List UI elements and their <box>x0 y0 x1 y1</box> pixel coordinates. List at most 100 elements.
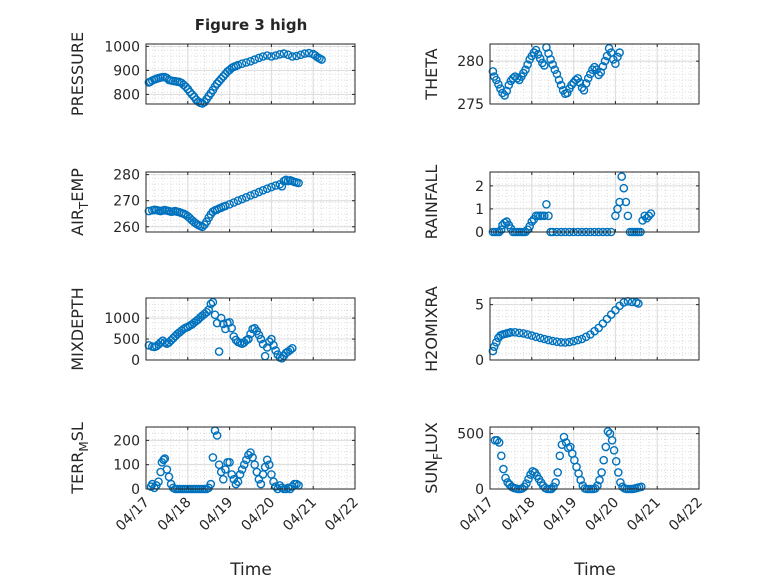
data-point <box>546 55 555 64</box>
data-point <box>512 74 522 83</box>
data-point <box>623 211 633 221</box>
data-point <box>154 477 163 487</box>
data-point <box>241 192 251 202</box>
data-point <box>552 337 562 347</box>
data-point <box>271 181 280 190</box>
y-tick-label: 1000 <box>104 311 140 327</box>
data-point <box>277 353 287 363</box>
axes-box <box>145 297 356 361</box>
data-point <box>237 59 247 69</box>
y-tick-label: 100 <box>113 458 140 474</box>
data-point <box>317 55 326 64</box>
data-point <box>208 297 218 307</box>
y-axis-label: AIRTEMP <box>68 168 91 236</box>
data-point <box>540 334 549 344</box>
axes-box <box>489 426 700 490</box>
data-point <box>287 482 297 491</box>
data-point <box>250 55 259 64</box>
data-point <box>296 50 306 60</box>
data-point <box>500 91 509 100</box>
data-point <box>231 479 241 489</box>
data-point <box>527 331 537 340</box>
data-point <box>598 62 608 71</box>
data-point <box>637 482 646 492</box>
data-point <box>523 330 532 339</box>
data-point <box>292 51 301 61</box>
data-point <box>569 336 578 346</box>
data-point <box>556 80 566 90</box>
data-point <box>525 221 535 231</box>
data-point <box>198 222 207 232</box>
data-point <box>150 483 159 493</box>
data-point <box>583 74 593 83</box>
data-point <box>269 340 278 350</box>
data-point <box>504 80 514 90</box>
data-point <box>521 65 530 74</box>
y-tick-label: 500 <box>113 332 140 348</box>
axes-box <box>489 297 700 361</box>
data-point <box>599 455 609 465</box>
data-point <box>256 479 266 489</box>
data-point <box>524 474 533 484</box>
data-point <box>181 82 190 91</box>
data-point <box>488 346 498 356</box>
axes-box <box>145 43 356 105</box>
data-point <box>233 60 243 70</box>
data-point <box>588 65 597 74</box>
data-point <box>531 45 541 55</box>
data-point <box>619 183 629 193</box>
data-point <box>227 323 236 333</box>
data-point <box>212 431 222 440</box>
data-point <box>233 196 243 205</box>
data-point <box>225 199 234 209</box>
data-point <box>604 44 614 53</box>
data-point <box>214 347 224 356</box>
data-point <box>496 225 506 234</box>
data-point <box>523 60 532 69</box>
data-point <box>531 332 541 342</box>
data-point <box>573 335 583 345</box>
data-point <box>271 346 280 355</box>
y-tick-label: 260 <box>113 220 140 236</box>
data-point <box>577 334 587 344</box>
data-point <box>258 52 268 61</box>
data-point <box>621 197 631 207</box>
figure-title: Figure 3 high <box>195 16 308 34</box>
data-point <box>277 181 287 191</box>
data-point <box>492 435 502 445</box>
data-point <box>262 455 272 465</box>
data-point <box>202 307 211 317</box>
y-axis-label: SUNFLUX <box>422 422 445 494</box>
data-point <box>229 474 239 484</box>
data-point <box>616 478 625 487</box>
data-point <box>501 473 510 483</box>
data-point <box>229 198 239 207</box>
data-point <box>258 185 268 195</box>
series-markers <box>144 48 326 108</box>
data-point <box>235 470 245 479</box>
data-point <box>548 336 558 346</box>
minor-grid <box>490 298 699 360</box>
data-point <box>560 338 570 347</box>
data-point <box>264 460 274 470</box>
data-point <box>499 464 508 474</box>
y-tick-label: 800 <box>113 87 140 103</box>
data-point <box>565 337 574 347</box>
y-axis-label: TERRMSL <box>68 422 91 495</box>
subplot-pressure: 800 900 1000 PRESSURE <box>68 32 356 116</box>
data-point <box>646 209 656 218</box>
data-point <box>571 75 581 85</box>
data-point <box>241 58 251 67</box>
series-markers <box>144 297 297 363</box>
data-point <box>294 178 303 188</box>
y-tick-label: 0 <box>475 225 484 241</box>
subplot-mixdepth: 0 500 1000 MIXDEPTH <box>68 287 356 371</box>
data-point <box>586 69 595 79</box>
data-point <box>515 328 524 338</box>
data-point <box>237 194 247 204</box>
data-point <box>609 55 618 64</box>
data-point <box>540 211 549 221</box>
subplot-rainfall: 0 1 2 RAINFALL <box>422 165 700 241</box>
data-point <box>510 327 520 337</box>
